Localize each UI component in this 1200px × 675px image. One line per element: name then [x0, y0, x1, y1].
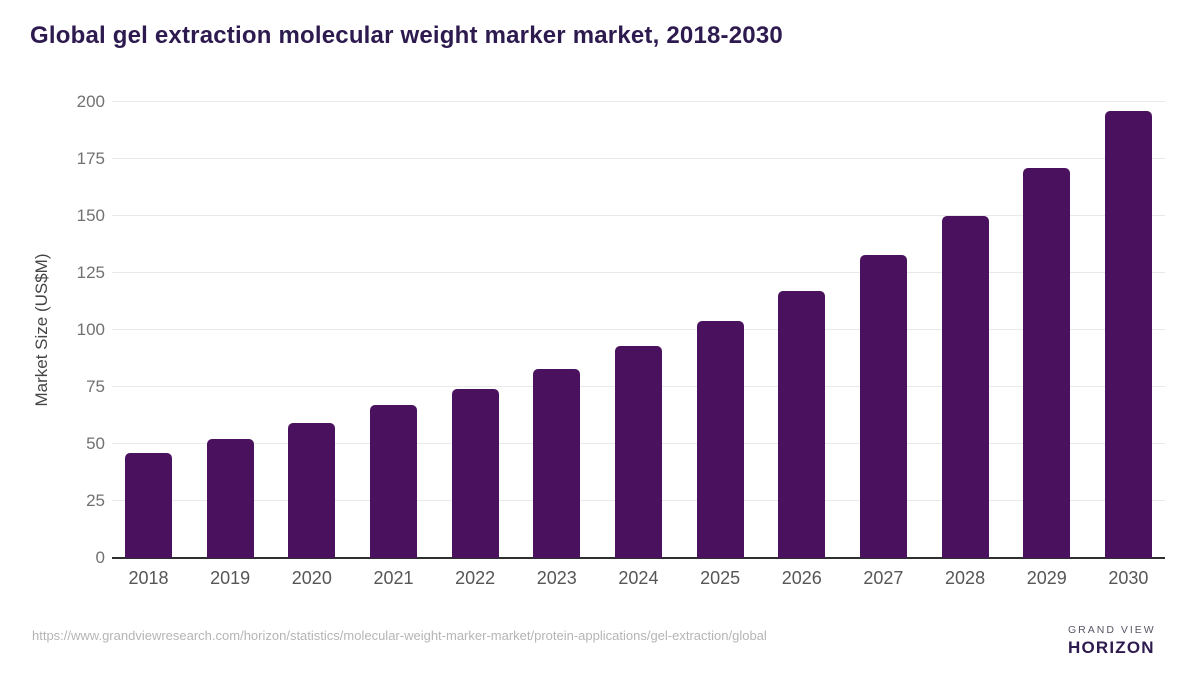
- bar-2020: [288, 423, 336, 558]
- logo-text: GRAND VIEW HORIZON: [1068, 624, 1156, 658]
- x-tick-2020: 2020: [291, 568, 332, 588]
- y-tick-50: 50: [86, 434, 105, 453]
- y-tick-75: 75: [86, 377, 105, 396]
- logo-reflection-line-2: [1036, 649, 1046, 652]
- x-axis-line: [112, 557, 1165, 559]
- x-tick-2025: 2025: [700, 568, 741, 588]
- bar-2021: [369, 405, 417, 558]
- x-labels: 2018 2019 2020 2021 2022 2023 2024 2025 2026 2027…: [112, 568, 1165, 589]
- logo-brand-name: GRAND VIEW: [1068, 624, 1156, 636]
- gridline-200: [112, 101, 1165, 102]
- y-tick-125: 125: [76, 263, 105, 282]
- gridline-150: [112, 215, 1165, 216]
- y-tick-labels: 0 25 50 75 100 125 150 175 200: [55, 92, 105, 567]
- bar-2029: [1023, 168, 1071, 558]
- x-tick-2026: 2026: [781, 568, 822, 588]
- y-tick-25: 25: [86, 491, 105, 510]
- x-tick-2021: 2021: [373, 568, 414, 588]
- x-tick-2022: 2022: [455, 568, 496, 588]
- x-tick-2018: 2018: [128, 568, 169, 588]
- bar-2025: [696, 320, 744, 558]
- y-tick-175: 175: [76, 149, 105, 168]
- x-tick-2029: 2029: [1026, 568, 1067, 588]
- bar-2026: [778, 291, 826, 558]
- bar-2023: [533, 368, 581, 558]
- x-tick-2028: 2028: [945, 568, 986, 588]
- logo-reflection-line-1: [1033, 643, 1049, 646]
- bar-2027: [859, 254, 907, 558]
- source-url: https://www.grandviewresearch.com/horizo…: [32, 628, 767, 643]
- logo-product-name: HORIZON: [1068, 638, 1155, 657]
- x-tick-2027: 2027: [863, 568, 904, 588]
- logo-sun-icon: [1030, 630, 1052, 641]
- gridline-175: [112, 158, 1165, 159]
- bar-2022: [451, 389, 499, 558]
- chart-title: Global gel extraction molecular weight m…: [30, 22, 783, 49]
- grand-view-horizon-logo: GRAND VIEW HORIZON: [1022, 622, 1156, 660]
- gridline-125: [112, 272, 1165, 273]
- horizon-logo-icon: [1022, 622, 1060, 660]
- bar-2028: [941, 216, 989, 558]
- bars: [112, 102, 1165, 558]
- x-tick-2019: 2019: [210, 568, 251, 588]
- y-tick-0: 0: [95, 548, 105, 567]
- y-tick-100: 100: [76, 320, 105, 339]
- x-tick-2024: 2024: [618, 568, 659, 588]
- y-axis-title: Market Size (US$M): [32, 253, 51, 407]
- x-tick-2023: 2023: [536, 568, 577, 588]
- gridline-100: [112, 329, 1165, 330]
- bar-2019: [206, 439, 254, 558]
- bar-2030: [1104, 111, 1152, 558]
- y-tick-150: 150: [76, 206, 105, 225]
- x-tick-2030: 2030: [1108, 568, 1149, 588]
- y-tick-200: 200: [76, 92, 105, 111]
- bar-2018: [125, 453, 172, 558]
- plot-area: [112, 101, 1165, 559]
- bar-2024: [614, 345, 662, 558]
